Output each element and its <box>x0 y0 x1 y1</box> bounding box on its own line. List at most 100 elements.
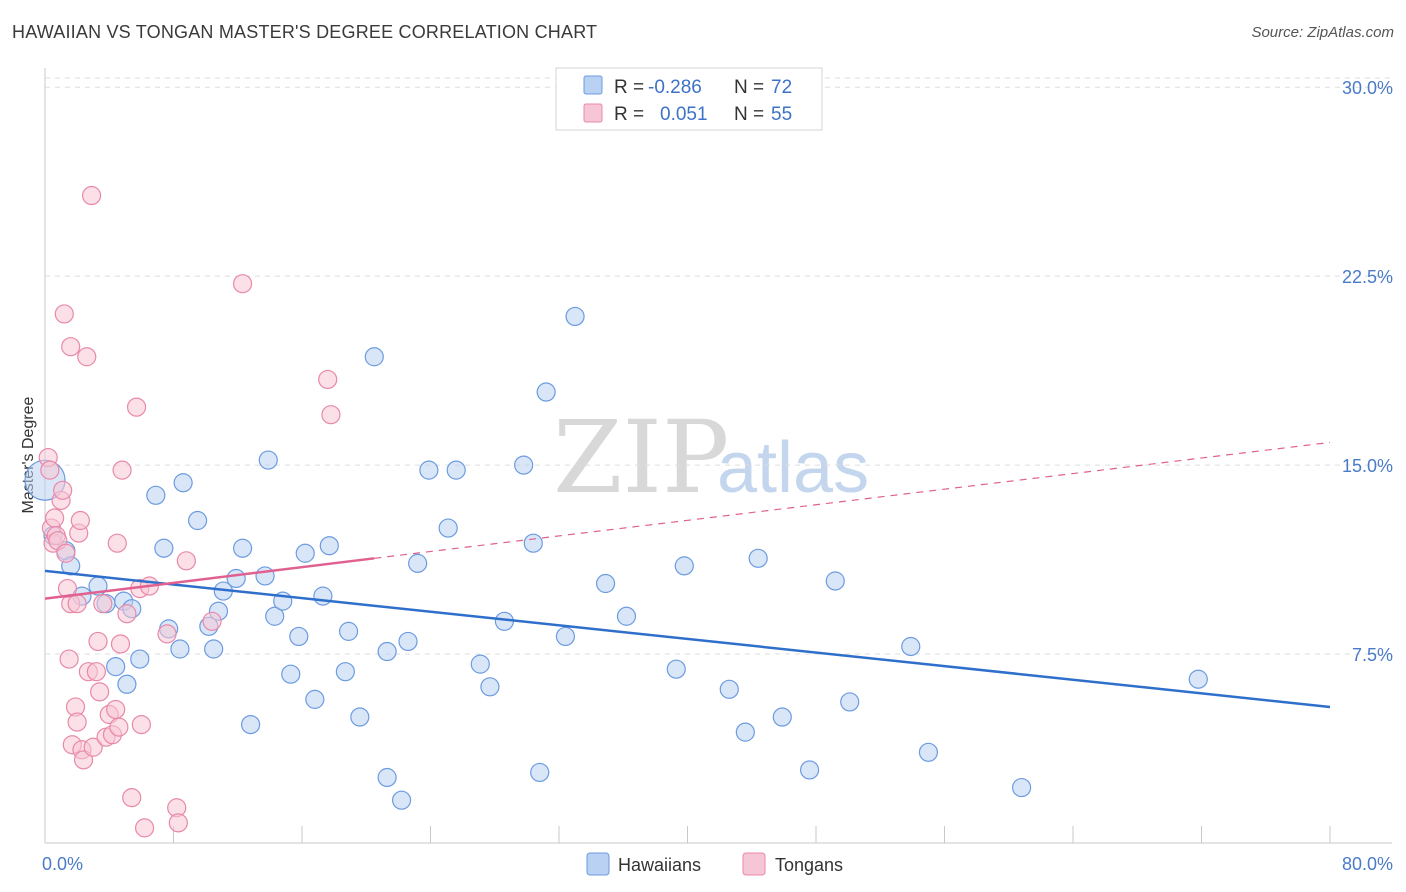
tongan-point-52 <box>318 369 338 390</box>
tongan-point-20 <box>70 510 90 531</box>
watermark: ZIP atlas <box>553 399 869 516</box>
hawaiian-point-9 <box>117 674 137 694</box>
legend-swatch-tongans <box>583 103 603 123</box>
tongan-point-23 <box>77 347 97 367</box>
hawaiian-point-43 <box>408 553 428 573</box>
chart-title: HAWAIIAN VS TONGAN MASTER'S DEGREE CORRE… <box>12 22 598 42</box>
trend-lines <box>44 441 1331 709</box>
y-tick-label-1: 15.0% <box>1342 456 1393 476</box>
series-legend-swatch-hawaiians <box>586 852 610 876</box>
source-label: Source: ZipAtlas.com <box>1251 24 1394 41</box>
gridlines <box>45 77 1392 655</box>
tongan-point-26 <box>83 737 103 757</box>
hawaiian-point-33 <box>313 586 333 606</box>
hawaiian-point-60 <box>719 679 739 699</box>
tongan-point-49 <box>176 551 196 571</box>
hawaiian-point-32 <box>305 689 325 709</box>
legend-r-label-1: R = <box>614 77 644 98</box>
tongan-point-4 <box>45 508 65 528</box>
hawaiian-point-66 <box>840 692 860 712</box>
tongan-point-37 <box>110 634 131 654</box>
hawaiian-point-7 <box>106 657 126 677</box>
hawaiian-point-48 <box>480 677 500 697</box>
hawaiian-point-41 <box>391 790 412 810</box>
hawaiian-point-22 <box>226 568 246 589</box>
tongan-point-46 <box>157 624 177 644</box>
hawaiian-point-64 <box>799 760 820 780</box>
y-tick-label-3: 30.0% <box>1342 78 1393 98</box>
hawaiian-point-29 <box>281 664 301 684</box>
tongan-point-10 <box>56 543 76 563</box>
tongan-trend-line-extended <box>374 441 1331 559</box>
hawaiian-point-24 <box>241 714 261 735</box>
hawaiian-point-47 <box>470 654 490 674</box>
legend-swatch-hawaiians <box>583 75 603 95</box>
tongan-point-34 <box>106 699 126 720</box>
tick-labels: 7.5% 15.0% 22.5% 30.0% 0.0% 80.0% <box>42 78 1393 874</box>
tongan-point-38 <box>112 460 132 480</box>
legend-r-value-2: 0.051 <box>660 104 708 125</box>
tongan-point-51 <box>232 274 253 294</box>
hawaiian-point-53 <box>536 382 556 402</box>
hawaiian-point-46 <box>446 460 466 480</box>
hawaiian-point-40 <box>377 767 397 788</box>
hawaiian-point-62 <box>748 548 768 568</box>
hawaiian-point-54 <box>555 626 576 647</box>
tongan-point-30 <box>93 594 113 614</box>
hawaiian-point-39 <box>377 641 397 662</box>
tongan-point-1 <box>40 460 60 480</box>
hawaiian-point-45 <box>438 518 458 538</box>
tongan-point-29 <box>90 682 110 702</box>
legend-n-label-1: N = <box>734 77 764 98</box>
tongan-point-28 <box>88 631 108 652</box>
hawaiian-point-17 <box>187 510 208 531</box>
watermark-atlas: atlas <box>717 428 869 508</box>
hawaiian-point-70 <box>1188 669 1208 689</box>
x-tick-label-min: 0.0% <box>42 854 83 874</box>
tongan-point-41 <box>126 397 147 417</box>
tongan-point-50 <box>202 611 222 631</box>
hawaiian-point-68 <box>918 742 939 762</box>
tongan-point-40 <box>122 788 142 808</box>
hawaiian-point-36 <box>338 621 359 641</box>
tongan-point-44 <box>134 818 155 838</box>
tongan-point-18 <box>67 594 87 614</box>
hawaiian-point-12 <box>146 485 166 505</box>
hawaiian-point-67 <box>901 636 921 657</box>
tongan-point-43 <box>131 714 151 735</box>
legend-r-value-1: -0.286 <box>648 77 702 98</box>
legend-n-value-2: 55 <box>771 104 792 125</box>
hawaiian-point-37 <box>350 707 370 727</box>
legend-n-label-2: N = <box>734 104 764 125</box>
hawaiian-point-27 <box>265 606 285 626</box>
tongan-point-17 <box>67 712 87 732</box>
y-tick-label-2: 22.5% <box>1342 267 1393 287</box>
hawaiian-point-65 <box>825 571 845 591</box>
hawaiian-point-50 <box>514 455 534 475</box>
correlation-legend: R = -0.286 N = 72 R = 0.051 N = 55 <box>555 67 823 131</box>
series-legend: Hawaiians Tongans <box>586 852 843 876</box>
hawaiian-point-38 <box>364 347 384 367</box>
tongan-point-12 <box>59 649 79 669</box>
legend-r-label-2: R = <box>614 104 644 125</box>
tongan-point-39 <box>117 604 137 624</box>
tongan-point-53 <box>321 405 341 425</box>
series-legend-label-hawaiians: Hawaiians <box>618 855 701 875</box>
tongan-point-9 <box>54 304 74 324</box>
hawaiian-point-55 <box>565 306 585 327</box>
hawaiian-point-63 <box>772 707 792 727</box>
x-tick-label-max: 80.0% <box>1342 854 1393 874</box>
legend-n-value-1: 72 <box>771 77 792 98</box>
tongan-point-48 <box>168 813 188 833</box>
hawaiian-point-16 <box>173 473 193 493</box>
hawaiian-trend-line <box>44 569 1331 709</box>
hawaiian-point-44 <box>419 460 439 480</box>
hawaiian-point-52 <box>530 762 550 783</box>
hawaiian-point-35 <box>335 662 355 682</box>
hawaiian-point-30 <box>289 626 309 647</box>
hawaiian-point-58 <box>666 659 686 679</box>
hawaiian-point-61 <box>735 722 755 742</box>
tongan-point-27 <box>86 662 107 682</box>
hawaiian-point-25 <box>255 566 275 586</box>
